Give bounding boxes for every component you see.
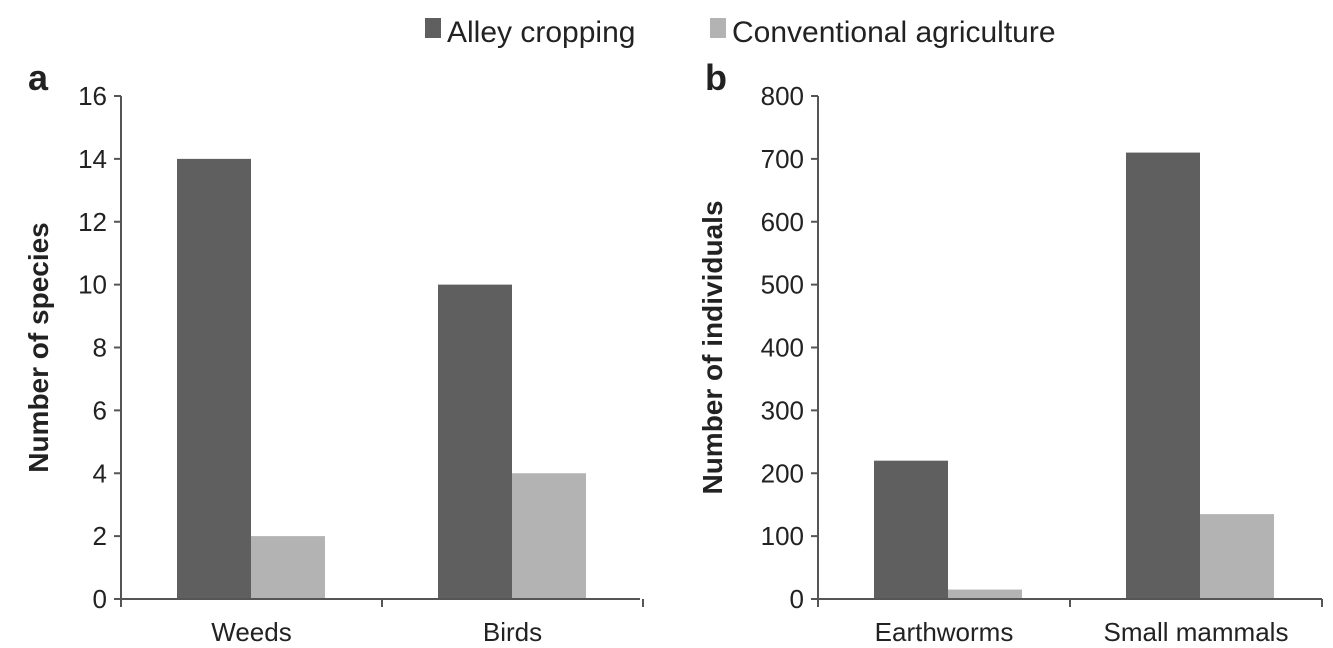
bar-birds-conventional-agriculture xyxy=(512,473,586,599)
x-tick-label-earthworms: Earthworms xyxy=(875,617,1014,647)
y-tick-label: 400 xyxy=(761,333,804,363)
bar-weeds-conventional-agriculture xyxy=(251,536,325,599)
panel-letter: b xyxy=(705,57,727,98)
panel-b-chart: b Number of individuals 0 100 200 300 400 500 60… xyxy=(697,57,1323,647)
y-tick-label: 14 xyxy=(78,144,107,174)
bar-earthworms-alley-cropping xyxy=(874,460,948,599)
bar-small-mammals-alley-cropping xyxy=(1126,152,1200,599)
legend-label-alley-cropping: Alley cropping xyxy=(447,16,635,49)
x-tick-label-weeds: Weeds xyxy=(211,617,291,647)
y-tick-label: 700 xyxy=(761,144,804,174)
y-tick-label: 500 xyxy=(761,270,804,300)
y-tick-label: 10 xyxy=(78,270,107,300)
y-tick-label: 16 xyxy=(78,81,107,111)
bar-earthworms-conventional-agriculture xyxy=(948,589,1022,599)
y-tick-label: 0 xyxy=(790,584,804,614)
y-tick-label: 300 xyxy=(761,395,804,425)
y-tick-label: 0 xyxy=(93,584,107,614)
y-tick-label: 100 xyxy=(761,521,804,551)
y-tick-label: 12 xyxy=(78,207,107,237)
y-tick-label: 6 xyxy=(93,395,107,425)
y-tick-label: 4 xyxy=(93,458,107,488)
x-tick-label-small-mammals: Small mammals xyxy=(1104,617,1289,647)
y-axis-title: Number of species xyxy=(23,222,54,473)
legend-swatch-alley-cropping xyxy=(425,18,441,38)
bar-birds-alley-cropping xyxy=(438,284,512,599)
panel-letter: a xyxy=(28,57,49,98)
chart-legend: Alley cropping Conventional agriculture xyxy=(425,16,1056,49)
legend-swatch-conventional-agriculture xyxy=(710,18,726,38)
y-tick-label: 600 xyxy=(761,207,804,237)
y-tick-label: 8 xyxy=(93,333,107,363)
y-tick-label: 800 xyxy=(761,81,804,111)
legend-label-conventional-agriculture: Conventional agriculture xyxy=(732,16,1056,49)
y-axis-title: Number of individuals xyxy=(697,200,728,494)
x-tick-label-birds: Birds xyxy=(483,617,542,647)
y-tick-label: 200 xyxy=(761,458,804,488)
y-tick-label: 2 xyxy=(93,521,107,551)
bar-weeds-alley-cropping xyxy=(177,158,251,599)
panel-a-chart: a Number of species 0 2 4 6 8 10 12 14 16 Weeds Bird… xyxy=(23,57,644,647)
bar-small-mammals-conventional-agriculture xyxy=(1200,514,1274,599)
